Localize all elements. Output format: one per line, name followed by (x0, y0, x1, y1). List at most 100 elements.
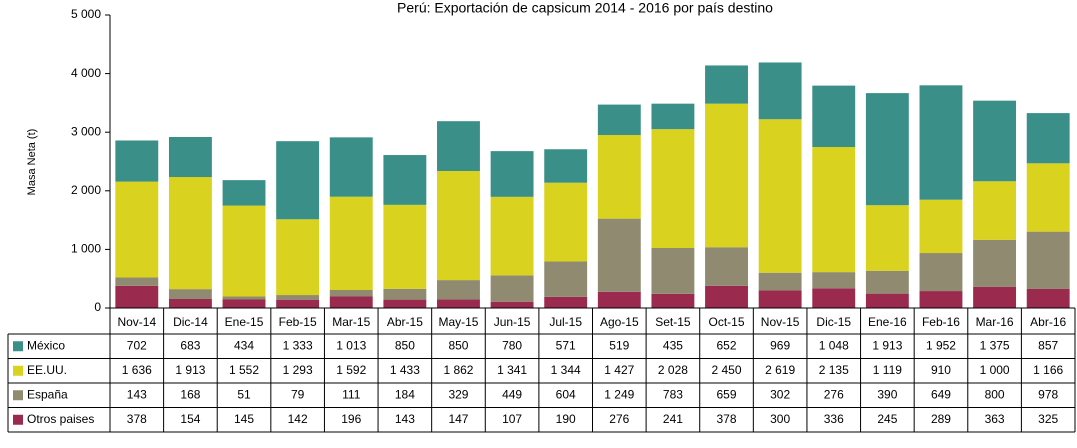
table-value: 649 (931, 387, 951, 401)
chart-title: Perú: Exportación de capsicum 2014 - 201… (397, 0, 773, 16)
table-value: 1 375 (980, 338, 1010, 352)
bar-segment (919, 199, 963, 254)
bar-segment (597, 135, 641, 219)
table-value: 143 (127, 387, 147, 401)
bar-segment (758, 290, 802, 308)
table-value: 1 293 (283, 363, 313, 377)
table-value: 51 (237, 387, 251, 401)
x-tick-label: Jun-15 (494, 315, 531, 329)
bar-segment (865, 293, 909, 308)
bar-segment (168, 298, 212, 308)
table-value: 111 (342, 387, 361, 401)
bar-segment (222, 180, 266, 206)
bar-segment (919, 85, 963, 200)
table-value: 659 (717, 387, 737, 401)
y-tick-label: 0 (94, 300, 101, 314)
table-value: 1 952 (926, 338, 956, 352)
table-value: 390 (877, 387, 897, 401)
x-tick-label: Nov-14 (117, 315, 156, 329)
table-value: 800 (985, 387, 1005, 401)
bar-segment (437, 121, 480, 171)
table-value: 190 (556, 412, 576, 426)
legend-label: México (27, 338, 65, 352)
bar-segment (490, 151, 534, 197)
table-value: 1 166 (1033, 363, 1063, 377)
table-value: 857 (1038, 338, 1058, 352)
bar-segment (383, 288, 427, 300)
table-value: 154 (180, 412, 200, 426)
table-value: 336 (824, 412, 844, 426)
bar-segment (115, 181, 159, 278)
table-value: 378 (127, 412, 147, 426)
table-value: 1 249 (604, 387, 634, 401)
x-tick-label: Jul-15 (549, 315, 582, 329)
table-value: 434 (234, 338, 254, 352)
table-value: 1 427 (604, 363, 634, 377)
table-value: 683 (180, 338, 200, 352)
y-tick-label: 1 000 (71, 242, 101, 256)
table-value: 143 (395, 412, 415, 426)
table-value: 147 (448, 412, 468, 426)
table-value: 276 (609, 412, 629, 426)
table-value: 302 (770, 387, 790, 401)
legend-label: EE.UU. (27, 363, 67, 377)
bar-segment (490, 301, 534, 308)
bar-segment (544, 182, 588, 262)
bar-segment (115, 277, 159, 286)
table-value: 1 552 (229, 363, 259, 377)
bar-segment (812, 147, 856, 273)
x-tick-label: Dic-14 (173, 315, 208, 329)
table-value: 241 (663, 412, 683, 426)
x-tick-label: Dic-15 (816, 315, 851, 329)
y-tick-label: 2 000 (71, 183, 101, 197)
y-tick-label: 5 000 (71, 7, 101, 21)
bar-segment (222, 205, 266, 297)
legend-swatch (13, 365, 23, 376)
bar-segment (865, 93, 909, 206)
bar-segment (812, 85, 856, 148)
bar-segment (651, 103, 695, 130)
bar-segment (973, 239, 1017, 287)
bar-segment (919, 253, 963, 292)
y-tick-label: 3 000 (71, 124, 101, 138)
table-value: 1 341 (497, 363, 527, 377)
table-value: 910 (931, 363, 951, 377)
bar-segment (919, 291, 963, 308)
bar-segment (812, 272, 856, 289)
table-value: 2 619 (765, 363, 795, 377)
bar-segment (222, 296, 266, 300)
table-value: 1 913 (175, 363, 205, 377)
table-value: 1 333 (283, 338, 313, 352)
table-value: 1 013 (336, 338, 366, 352)
y-axis-label: Masa Neta (t) (26, 129, 38, 196)
x-tick-label: Abr-15 (387, 315, 423, 329)
x-tick-label: May-15 (438, 315, 478, 329)
bar-segment (544, 296, 588, 308)
bar-segment (383, 155, 427, 205)
x-tick-label: Oct-15 (709, 315, 745, 329)
bar-segment (1026, 113, 1070, 164)
legend-swatch (13, 341, 23, 352)
table-value: 969 (770, 338, 790, 352)
table-value: 604 (556, 387, 576, 401)
table-value: 363 (985, 412, 1005, 426)
table-value: 1 636 (122, 363, 152, 377)
table-value: 1 862 (443, 363, 473, 377)
bar-segment (1026, 163, 1070, 232)
bar-segment (276, 141, 320, 220)
bar-segment (329, 196, 373, 291)
legend-label: Otros paises (27, 412, 94, 426)
legend-label: España (27, 387, 68, 401)
table-value: 107 (502, 412, 522, 426)
bar-segment (115, 285, 159, 308)
table-value: 325 (1038, 412, 1058, 426)
bar-segment (973, 286, 1017, 308)
x-tick-label: Feb-15 (279, 315, 317, 329)
y-tick-label: 4 000 (71, 66, 101, 80)
x-tick-label: Ene-16 (868, 315, 907, 329)
bar-segment (865, 205, 909, 271)
bar-segment (437, 170, 480, 281)
bar-segment (544, 261, 588, 297)
bar-segment (651, 129, 695, 248)
bar-segment (597, 291, 641, 308)
